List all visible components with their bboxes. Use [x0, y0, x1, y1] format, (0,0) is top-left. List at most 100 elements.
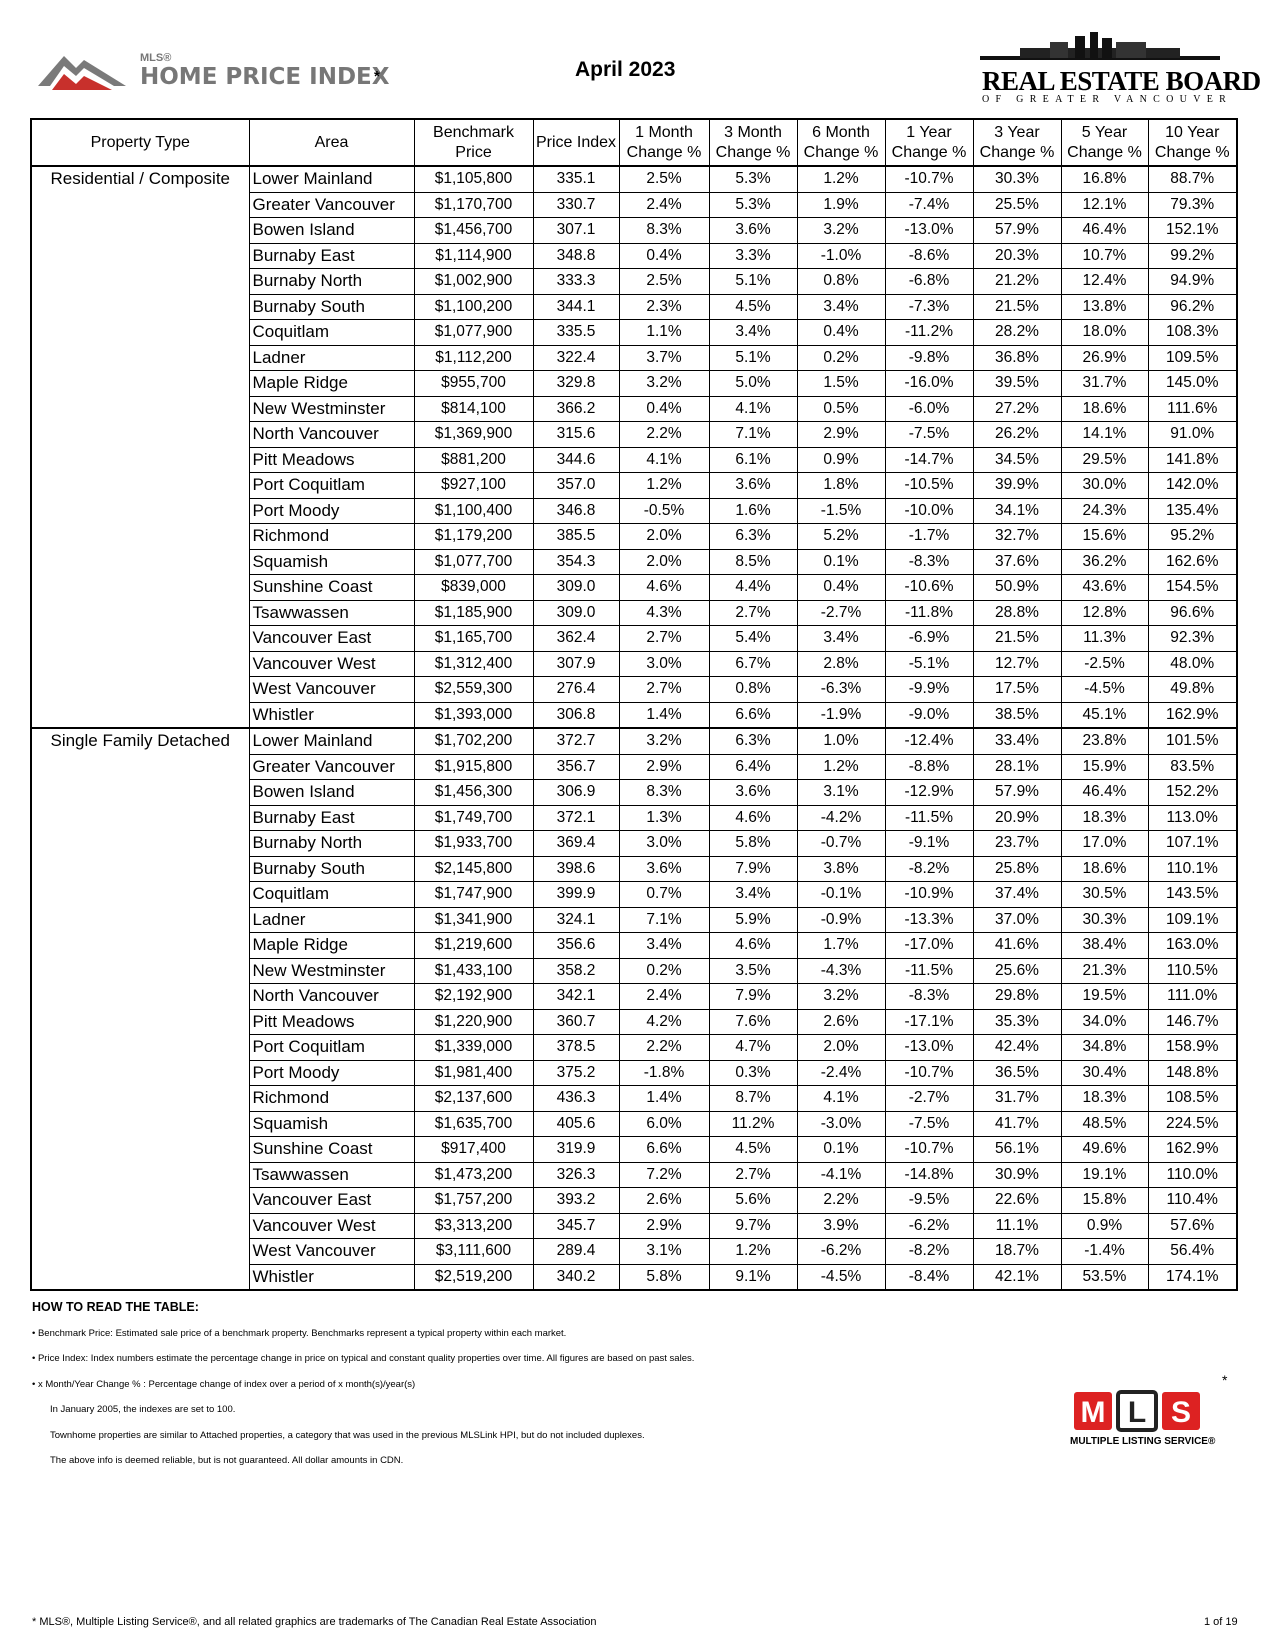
cell: -4.2% — [796, 804, 885, 831]
cell: 0.1% — [796, 1136, 885, 1162]
cell: 307.1 — [532, 217, 619, 243]
cell: 378.5 — [532, 1034, 619, 1060]
cell: 0.8% — [708, 676, 797, 702]
cell: $2,145,800 — [413, 855, 533, 882]
cell: 307.9 — [532, 650, 619, 677]
cell: 399.9 — [532, 881, 619, 907]
cell: $1,219,600 — [413, 932, 533, 958]
cell: 29.5% — [1060, 446, 1148, 473]
cell: 2.4% — [618, 191, 709, 218]
cell: 2.9% — [796, 421, 885, 447]
note-item: In January 2005, the indexes are set to … — [50, 1404, 236, 1415]
cell: 348.8 — [532, 242, 619, 269]
table-row: North Vancouver $1,369,900 315.6 2.2% 7.1% 2.… — [31, 421, 1237, 447]
cell: 0.9% — [796, 446, 885, 473]
cell: $814,100 — [413, 395, 533, 422]
cell: -9.5% — [884, 1187, 973, 1213]
property-type: Single Family Detached — [30, 727, 249, 1290]
cell: 2.5% — [618, 268, 709, 294]
cell: -10.0% — [884, 497, 973, 524]
cell: 0.5% — [796, 395, 885, 422]
table-body: Residential / Composite Lower Mainland $1,… — [30, 165, 1237, 1290]
cell: 6.1% — [708, 446, 797, 473]
area: West Vancouver — [248, 676, 414, 702]
cell: 7.1% — [618, 906, 709, 933]
area: Burnaby East — [248, 242, 414, 269]
cell: 25.6% — [972, 957, 1061, 984]
cell: 1.3% — [618, 804, 709, 831]
cell: 6.7% — [708, 650, 797, 677]
column-header: 10 Year Change % — [1147, 119, 1237, 167]
cell: 19.1% — [1060, 1161, 1148, 1188]
area: Squamish — [248, 548, 414, 575]
cell: 163.0% — [1147, 932, 1237, 958]
cell: -13.0% — [884, 217, 973, 243]
table-row: Port Moody $1,981,400 375.2 -1.8% 0.3% -2.4% -… — [31, 1059, 1237, 1086]
cell: 346.8 — [532, 497, 619, 524]
cell: 143.5% — [1147, 881, 1237, 907]
area: Coquitlam — [248, 319, 414, 345]
cell: 345.7 — [532, 1212, 619, 1239]
cell: 306.8 — [532, 701, 619, 728]
cell: $1,341,900 — [413, 906, 533, 933]
logo-mark: * — [374, 68, 380, 85]
note-item: • Benchmark Price: Estimated sale price … — [32, 1328, 567, 1339]
cell: -14.8% — [884, 1161, 973, 1188]
cell: 6.6% — [708, 701, 797, 728]
page-title: April 2023 — [575, 58, 676, 81]
cell: -2.7% — [884, 1085, 973, 1111]
cell: 25.8% — [972, 855, 1061, 882]
cell: -8.2% — [884, 855, 973, 882]
cell: 5.9% — [708, 906, 797, 933]
cell: 18.3% — [1060, 804, 1148, 831]
table-row: Pitt Meadows $881,200 344.6 4.1% 6.1% 0.9% -14… — [31, 446, 1237, 473]
mls-letter: M — [1081, 1396, 1106, 1429]
column-header: Property Type — [30, 119, 249, 167]
cell: 19.5% — [1060, 983, 1148, 1009]
cell: -6.9% — [884, 625, 973, 651]
cell: -7.5% — [884, 421, 973, 447]
cell: 8.3% — [618, 779, 709, 805]
cell: $927,100 — [413, 472, 533, 498]
cell: 315.6 — [532, 421, 619, 447]
cell: -17.0% — [884, 932, 973, 958]
cell: $955,700 — [413, 370, 533, 396]
area: Pitt Meadows — [248, 1008, 414, 1035]
cell: 372.7 — [532, 727, 619, 754]
cell: -6.3% — [796, 676, 885, 702]
column-header: 3 Year Change % — [972, 119, 1061, 167]
column-header: 1 Month Change % — [618, 119, 709, 167]
cell: -9.1% — [884, 830, 973, 856]
cell: 13.8% — [1060, 293, 1148, 320]
cell: $3,313,200 — [413, 1212, 533, 1239]
cell: 0.4% — [618, 395, 709, 422]
cell: 7.2% — [618, 1161, 709, 1188]
cell: 398.6 — [532, 855, 619, 882]
property-type: Residential / Composite — [30, 165, 249, 728]
cell: $1,077,900 — [413, 319, 533, 345]
cell: 2.9% — [618, 1212, 709, 1239]
area: Lower Mainland — [248, 165, 414, 192]
cell: $2,519,200 — [413, 1263, 533, 1290]
cell: 3.2% — [618, 727, 709, 754]
cell: 18.0% — [1060, 319, 1148, 345]
cell: 99.2% — [1147, 242, 1237, 269]
cell: 30.4% — [1060, 1059, 1148, 1086]
cell: 0.7% — [618, 881, 709, 907]
cell: 46.4% — [1060, 217, 1148, 243]
cell: 4.6% — [708, 932, 797, 958]
cell: 38.4% — [1060, 932, 1148, 958]
cell: -13.3% — [884, 906, 973, 933]
cell: 11.2% — [708, 1110, 797, 1137]
cell: 0.3% — [708, 1059, 797, 1086]
cell: -4.3% — [796, 957, 885, 984]
cell: 1.7% — [796, 932, 885, 958]
cell: 34.8% — [1060, 1034, 1148, 1060]
cell: 372.1 — [532, 804, 619, 831]
column-header: 1 Year Change % — [884, 119, 973, 167]
table-row: Vancouver West $3,313,200 345.7 2.9% 9.7% 3.9… — [31, 1212, 1237, 1239]
cell: 23.8% — [1060, 727, 1148, 754]
cell: 56.4% — [1147, 1238, 1237, 1264]
cell: 4.5% — [708, 1136, 797, 1162]
cell: 0.8% — [796, 268, 885, 294]
